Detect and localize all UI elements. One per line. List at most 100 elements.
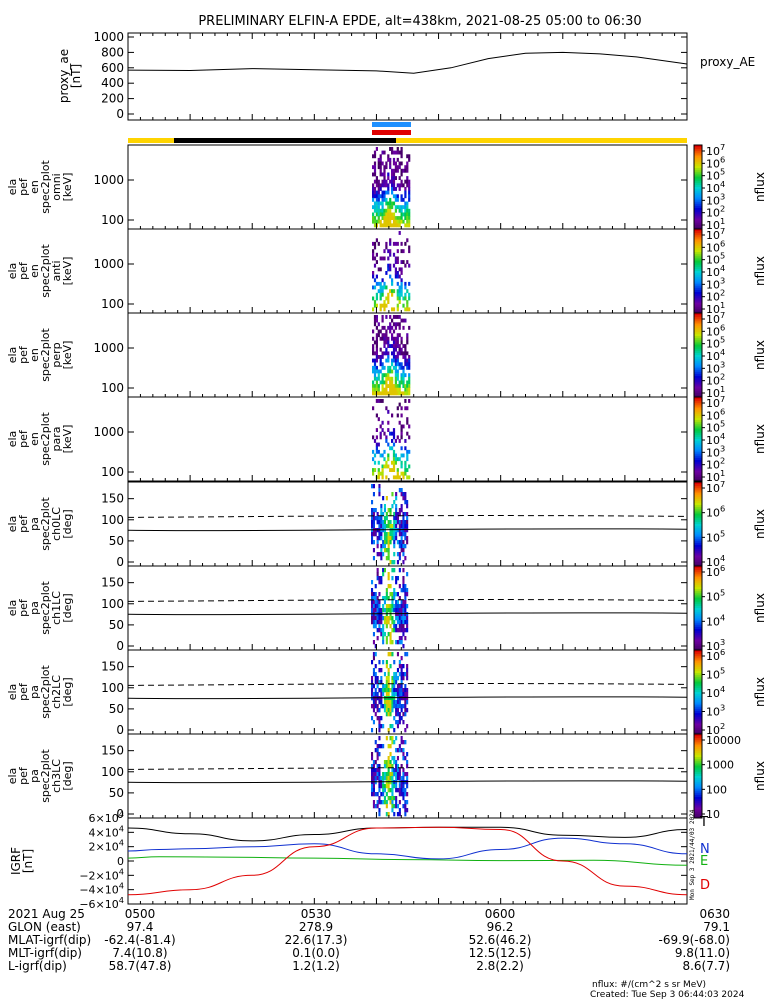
colorbar-segment — [694, 694, 702, 697]
spectrogram-cell — [393, 804, 396, 809]
spectrogram-cell — [377, 376, 380, 381]
spectrogram-cell — [387, 616, 390, 621]
spectrogram-cell — [381, 475, 384, 480]
spectrogram-cell — [400, 183, 403, 188]
spectrogram-cell — [404, 616, 407, 621]
spectrogram-cell — [371, 756, 374, 761]
spectrogram-cell — [394, 380, 397, 385]
spectrogram-cell — [406, 351, 409, 356]
igrf-series-D — [127, 826, 688, 896]
spectrogram-cell — [377, 161, 380, 166]
spectrogram-cell — [404, 592, 407, 597]
spectrogram-cell — [383, 536, 386, 541]
spectrogram-cell — [391, 362, 394, 367]
spectrogram-cell — [398, 333, 401, 338]
spectrogram-cell — [395, 804, 398, 809]
spectrogram-cell — [398, 300, 401, 304]
spectrogram-cell — [404, 584, 407, 589]
spectrogram-cell — [396, 471, 399, 476]
spectrogram-cell — [394, 439, 397, 443]
colorbar-segment — [694, 524, 702, 527]
spectrogram-cell — [394, 267, 397, 272]
panel-ytick-label: 50 — [109, 786, 124, 800]
spectrogram-cell — [389, 616, 392, 621]
spectrogram-cell — [404, 285, 407, 290]
spectrogram-cell — [395, 492, 398, 497]
spectrogram-cell — [379, 187, 382, 191]
colorbar-tick-label: 102 — [706, 288, 725, 304]
spectrogram-cell — [396, 700, 399, 705]
spectrogram-cell — [406, 592, 409, 597]
spectrogram-cell — [404, 604, 407, 609]
colorbar-segment — [694, 220, 702, 224]
spectrogram-cell — [379, 329, 382, 334]
colorbar-segment — [694, 664, 702, 668]
spectrogram-cell — [374, 596, 377, 601]
igrf-series-T — [127, 826, 688, 842]
spectrogram-cell — [385, 556, 388, 561]
spectrogram-cell — [376, 520, 379, 525]
colorbar-segment — [694, 369, 702, 373]
spectrogram-cell — [389, 540, 392, 545]
spectrogram-cell — [385, 636, 388, 641]
spectrogram-cell — [372, 624, 375, 629]
panel-ytick-label: 150 — [101, 492, 124, 506]
spectrogram-cell — [389, 267, 392, 272]
spectrogram-cell — [373, 376, 377, 381]
spectrogram-cell — [375, 274, 378, 279]
colorbar-segment — [694, 668, 702, 672]
spectrogram-cell — [392, 216, 396, 220]
colorbar-segment — [694, 460, 702, 463]
colorbar-segment — [694, 155, 702, 159]
ephem-value: 12.5(12.5) — [469, 946, 532, 960]
spectrogram-cell — [395, 772, 398, 777]
spectrogram-cell — [402, 720, 405, 725]
spectrogram-cell — [406, 708, 409, 713]
panel-ylabel-line: perp — [50, 342, 63, 367]
spectrogram-cell — [402, 676, 405, 681]
spectrogram-cell — [400, 540, 403, 545]
colorbar-segment — [694, 334, 702, 337]
spectrogram-cell — [383, 616, 386, 621]
spectrogram-cell — [376, 692, 379, 697]
spectrogram-cell — [376, 620, 379, 625]
spectrogram-cell — [389, 736, 392, 741]
spectrogram-cell — [398, 292, 401, 297]
spectrogram-cell — [392, 475, 396, 480]
spectrogram-cell — [383, 684, 386, 689]
colorbar-segment — [694, 494, 702, 498]
spectrogram-cell — [385, 588, 388, 593]
spectrogram-cell — [396, 768, 399, 773]
spectrogram-cell — [385, 784, 388, 789]
spectrogram-cell — [392, 431, 396, 436]
spectrogram-cell — [372, 256, 375, 261]
spectrogram-cell — [383, 760, 386, 765]
spectrogram-cell — [404, 351, 407, 356]
spectrogram-cell — [389, 208, 392, 213]
spectrogram-cell — [402, 475, 405, 480]
colorbar-segment — [694, 170, 702, 173]
spectrogram-cell — [400, 471, 403, 476]
spectrogram-cell — [373, 208, 377, 213]
colorbar-segment — [694, 455, 702, 459]
spectrogram-cell — [387, 212, 390, 217]
spectrogram-cell — [391, 808, 394, 813]
colorbar-segment — [694, 304, 702, 308]
colorbar-tick-label: 104 — [706, 553, 725, 569]
colorbar-segment — [694, 593, 702, 596]
spectrogram-cell — [375, 365, 378, 370]
spectrogram-cell — [372, 720, 375, 725]
spectrogram-cell — [376, 608, 379, 613]
spectrogram-cell — [387, 187, 390, 191]
spectrogram-cell — [404, 772, 407, 777]
spectrogram-cell — [375, 387, 378, 392]
spectrogram-cell — [387, 680, 390, 685]
spectrogram-cell — [379, 336, 382, 341]
spectrogram-cell — [394, 271, 397, 275]
spectrogram-cell — [389, 380, 392, 385]
colorbar-segment — [694, 614, 702, 617]
panel-ylabel-line: pef — [17, 766, 30, 785]
spectrogram-cell — [391, 380, 394, 385]
spectrogram-cell — [378, 576, 381, 581]
spectrogram-cell — [391, 692, 394, 697]
